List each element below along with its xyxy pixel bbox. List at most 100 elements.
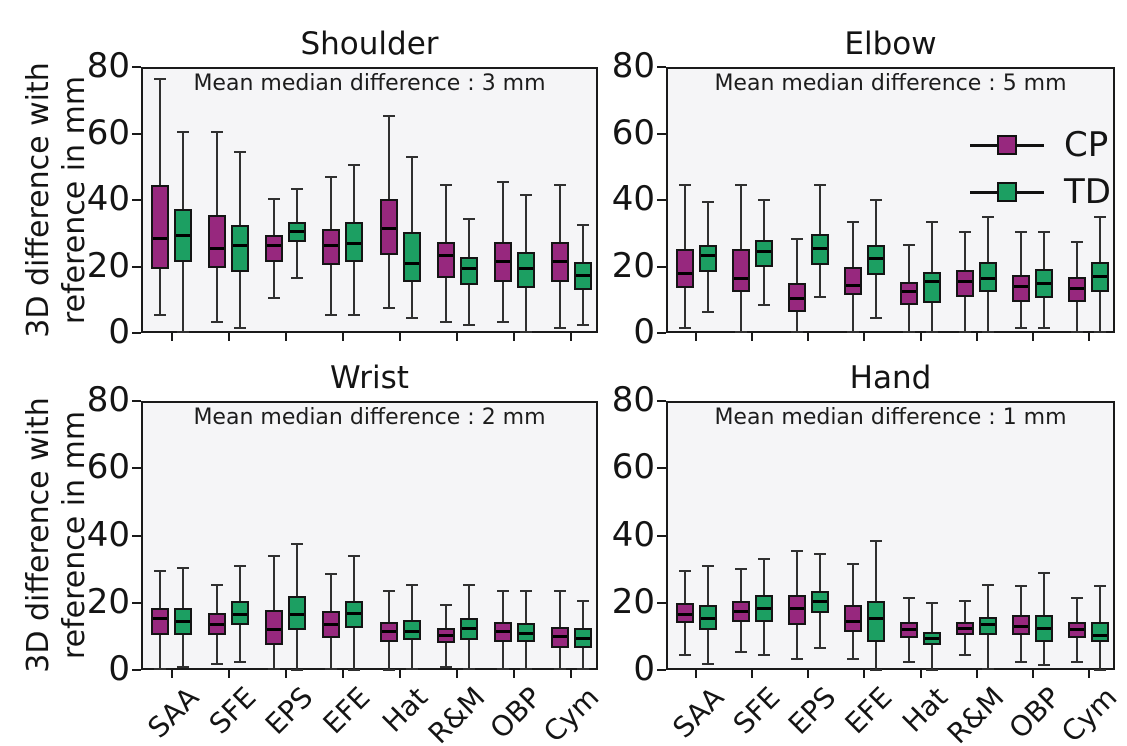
median-TD-Cym: [575, 273, 590, 277]
whisker-cap-top-CP-SFE: [211, 131, 224, 134]
whisker-cap-top-CP-SFE: [211, 583, 224, 586]
x-tick: [399, 333, 402, 341]
y-tick-label: 80: [86, 46, 130, 86]
box-TD-SAA: [698, 245, 717, 272]
box-TD-EPS: [288, 596, 307, 630]
median-CP-R&M: [958, 280, 973, 284]
x-tick: [751, 333, 754, 341]
median-TD-OBP: [1037, 626, 1052, 630]
whisker-cap-bottom-TD-SFE: [757, 304, 770, 307]
x-tick-label-0: SAA: [141, 680, 206, 745]
whisker-cap-bottom-CP-EFE: [846, 657, 859, 660]
y-tick: [657, 467, 666, 470]
whisker-cap-top-TD-OBP: [1038, 230, 1051, 233]
median-TD-OBP: [518, 631, 533, 635]
whisker-cap-bottom-TD-Hat: [926, 669, 939, 672]
x-tick: [456, 333, 459, 341]
whisker-cap-bottom-CP-SAA: [678, 654, 691, 657]
annotation-shoulder: Mean median difference : 3 mm: [193, 71, 546, 96]
whisker-cap-bottom-CP-OBP: [496, 320, 509, 323]
subplot-wrist: Wrist Mean median difference : 2 mm 0 20 4…: [87, 361, 606, 746]
y-tick: [657, 332, 666, 334]
x-tick: [1031, 333, 1034, 341]
y-tick: [657, 265, 666, 268]
x-tick: [399, 670, 402, 678]
x-tick: [456, 670, 459, 678]
whisker-cap-bottom-TD-Cym: [576, 324, 589, 327]
whisker-cap-bottom-CP-R&M: [439, 320, 452, 323]
box-CP-R&M: [956, 270, 975, 297]
whisker-cap-bottom-TD-R&M: [982, 667, 995, 670]
box-CP-OBP: [1012, 275, 1031, 302]
x-tick: [170, 670, 173, 678]
whisker-cap-bottom-CP-SFE: [211, 662, 224, 665]
y-tick: [657, 66, 666, 68]
median-TD-EPS: [812, 247, 827, 251]
y-tick-label: 60: [86, 447, 130, 488]
box-TD-EFE: [345, 221, 364, 262]
whisker-cap-top-CP-EPS: [790, 549, 803, 552]
whisker-cap-bottom-TD-EPS: [291, 277, 304, 280]
box-CP-SAA: [151, 608, 170, 635]
box-TD-Hat: [923, 271, 942, 304]
whisker-cap-bottom-TD-SFE: [757, 654, 770, 657]
whisker-cap-bottom-TD-EPS: [813, 295, 826, 298]
box-TD-Hat: [402, 231, 421, 282]
x-tick: [863, 333, 866, 341]
whisker-cap-top-TD-OBP: [1038, 571, 1051, 574]
whisker-cap-top-CP-SFE: [734, 568, 747, 571]
whisker-cap-top-CP-OBP: [496, 590, 509, 593]
x-tick: [919, 670, 922, 678]
whisker-cap-top-TD-SAA: [701, 201, 714, 203]
whisker-cap-bottom-TD-R&M: [462, 667, 475, 670]
box-TD-EFE: [345, 601, 364, 629]
box-CP-SAA: [151, 185, 170, 269]
box-CP-SFE: [731, 248, 750, 292]
median-CP-Cym: [552, 635, 567, 639]
median-CP-SAA: [677, 271, 692, 275]
y-tick-label: 20: [611, 245, 655, 286]
y-tick: [657, 132, 666, 135]
y-tick: [657, 400, 666, 402]
box-TD-EFE: [866, 601, 885, 642]
whisker-cap-bottom-CP-R&M: [959, 654, 972, 657]
box-CP-EPS: [265, 235, 284, 262]
whisker-cap-top-TD-Cym: [576, 600, 589, 603]
y-tick: [132, 534, 141, 537]
median-TD-SAA: [700, 253, 715, 257]
whisker-cap-bottom-TD-Cym: [1094, 669, 1107, 672]
whisker-cap-top-CP-R&M: [959, 600, 972, 603]
x-tick: [863, 670, 866, 678]
x-tick: [975, 670, 978, 678]
median-TD-SAA: [176, 233, 191, 237]
whisker-cap-top-TD-R&M: [982, 215, 995, 218]
whisker-cap-bottom-CP-Hat: [903, 330, 916, 333]
y-tick: [132, 66, 141, 68]
box-TD-SFE: [231, 225, 250, 272]
whisker-cap-top-CP-Hat: [903, 597, 916, 600]
y-tick-label: 80: [611, 380, 655, 420]
x-tick: [570, 333, 573, 341]
whisker-cap-bottom-TD-Hat: [926, 330, 939, 333]
whisker-cap-bottom-TD-SAA: [701, 310, 714, 313]
y-tick: [132, 265, 141, 268]
whisker-cap-top-CP-EFE: [846, 563, 859, 566]
median-TD-EFE: [347, 611, 362, 615]
x-tick: [807, 333, 810, 341]
x-tick: [570, 670, 573, 678]
whisker-cap-bottom-CP-Cym: [553, 327, 566, 330]
whisker-cap-bottom-CP-Hat: [903, 660, 916, 663]
median-TD-SFE: [756, 606, 771, 610]
whisker-cap-bottom-TD-Cym: [1094, 330, 1107, 333]
median-TD-Cym: [575, 636, 590, 640]
median-CP-Hat: [381, 630, 396, 634]
median-TD-Hat: [404, 262, 419, 265]
whisker-cap-top-TD-Cym: [576, 224, 589, 227]
whisker-cap-top-CP-SFE: [734, 184, 747, 187]
median-CP-SAA: [677, 613, 692, 617]
median-TD-EPS: [290, 230, 305, 234]
whisker-cap-bottom-TD-OBP: [1038, 664, 1051, 667]
y-tick: [657, 601, 666, 604]
median-CP-Cym: [1070, 286, 1085, 290]
